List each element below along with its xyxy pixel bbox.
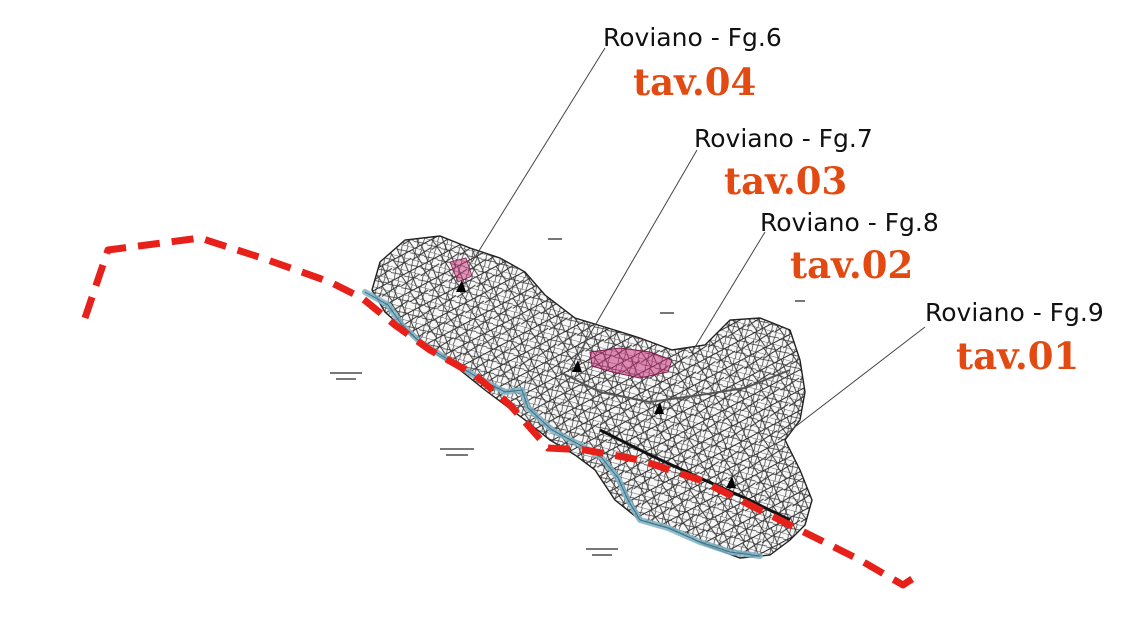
parcel-texture bbox=[372, 236, 812, 558]
leader-line-fg9 bbox=[777, 326, 926, 441]
road bbox=[559, 369, 791, 404]
neighbouring-comune-label bbox=[330, 238, 805, 556]
tav-label-04: tav.04 bbox=[633, 60, 757, 104]
north-arrow-icon bbox=[456, 280, 466, 292]
north-arrow-icon bbox=[654, 402, 664, 414]
north-arrow-icon bbox=[572, 360, 582, 372]
village-centre bbox=[589, 347, 673, 379]
tav-label-01: tav.01 bbox=[956, 334, 1080, 378]
leader-line-fg6 bbox=[471, 47, 606, 263]
tav-label-03: tav.03 bbox=[724, 159, 848, 203]
sheet-label-fg6: Roviano - Fg.6 bbox=[603, 23, 782, 52]
tav-label-02: tav.02 bbox=[790, 243, 914, 287]
boundary-line bbox=[81, 234, 920, 589]
leader-line-fg8 bbox=[691, 231, 766, 353]
sheet-label-fg9: Roviano - Fg.9 bbox=[925, 298, 1104, 327]
north-arrow-icon bbox=[726, 476, 736, 488]
sheet-label-fg7: Roviano - Fg.7 bbox=[694, 124, 873, 153]
sheet-label-fg8: Roviano - Fg.8 bbox=[760, 208, 939, 237]
urban-area-north bbox=[449, 257, 473, 283]
leader-line-fg7 bbox=[567, 149, 698, 373]
